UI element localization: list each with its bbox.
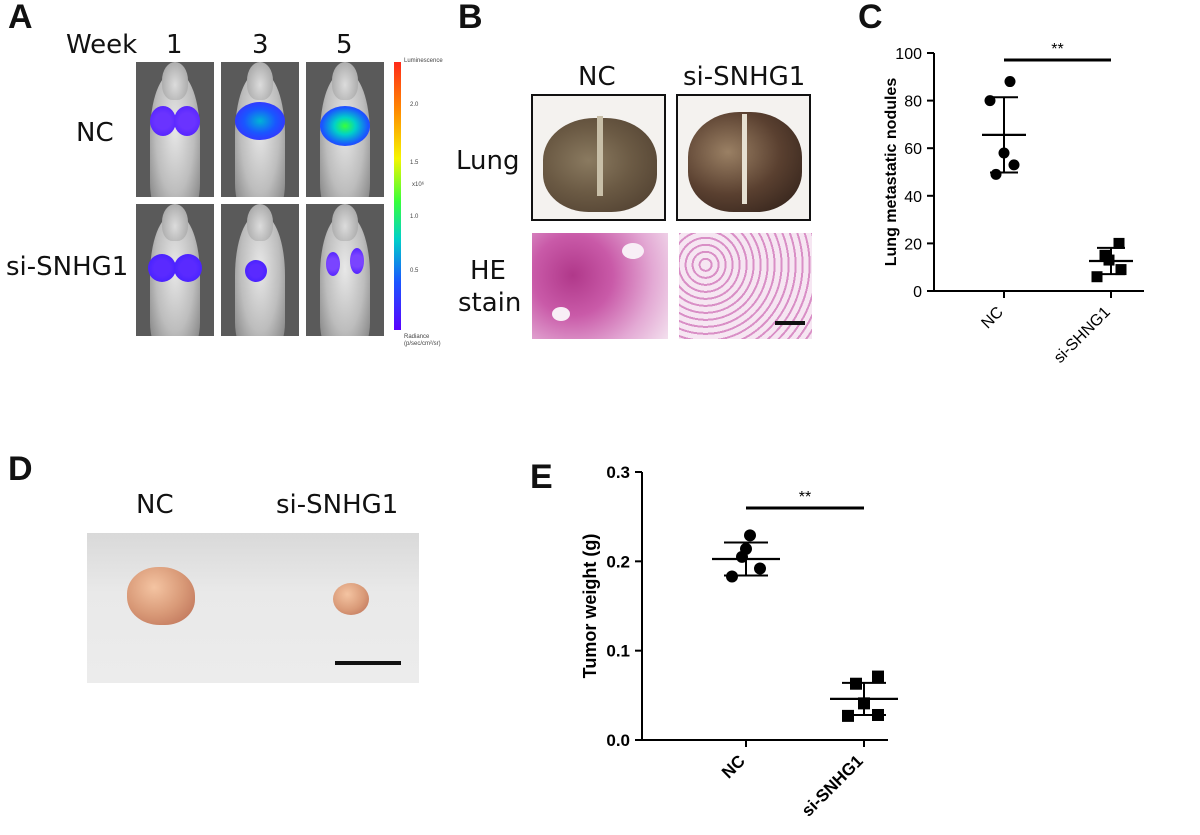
- panel-d-col-nc: NC: [136, 490, 174, 520]
- x-tick-label: NC: [718, 751, 749, 782]
- y-tick-label: 60: [904, 141, 922, 158]
- luminescence-color-scale: [394, 62, 401, 330]
- data-point-circle: [1004, 76, 1016, 88]
- panel-a-week-1: 1: [166, 30, 183, 60]
- tumor-nc: [127, 567, 195, 625]
- y-tick-label: 40: [904, 189, 922, 206]
- mouse-image-nc-week5: [306, 62, 384, 197]
- panel-d-col-sisnhg1: si-SNHG1: [276, 490, 399, 520]
- mouse-image-nc-week1: [136, 62, 214, 197]
- panel-c-letter: C: [858, 0, 883, 36]
- data-point-square: [1099, 249, 1111, 261]
- x-tick-label: si-SHNG1: [1051, 304, 1114, 367]
- panel-b-row-stain: stain: [458, 288, 522, 318]
- scale-unit: x10⁶: [412, 182, 425, 188]
- tumor-scale-bar: [335, 661, 401, 665]
- scale-tick-4: 0.5: [410, 268, 419, 274]
- data-point-circle: [754, 562, 766, 575]
- y-tick-label: 20: [904, 236, 922, 253]
- x-tick-label: NC: [978, 304, 1006, 332]
- y-tick-label: 0: [913, 284, 922, 301]
- chart-c: 0 20 40 60 80 100 NC si-SHNG1 Lung metastatic no…: [883, 41, 1144, 367]
- data-point-circle: [1008, 159, 1020, 171]
- scale-tick-2: 1.5: [410, 160, 419, 166]
- mouse-image-si-week5: [306, 204, 384, 336]
- panel-b-col-sisnhg1: si-SNHG1: [683, 62, 806, 92]
- data-point-square: [872, 670, 884, 683]
- data-point-square: [1091, 271, 1103, 283]
- mouse-image-nc-week3: [221, 62, 299, 197]
- mouse-image-si-week3: [221, 204, 299, 336]
- y-tick-label: 0.0: [606, 731, 630, 750]
- scale-bottom-label: Radiance (p/sec/cm²/sr): [404, 334, 441, 347]
- he-stain-si: [679, 233, 812, 339]
- scale-tick-1: 2.0: [410, 102, 419, 108]
- tumor-photo: [87, 533, 419, 683]
- y-axis-label: Tumor weight (g): [580, 534, 600, 679]
- panel-e-letter: E: [530, 458, 553, 496]
- y-tick-label: 0.3: [606, 463, 630, 482]
- y-tick-label: 0.1: [606, 642, 630, 661]
- scale-tick-3: 1.0: [410, 214, 419, 220]
- y-tick-label: 100: [895, 46, 922, 63]
- panel-a-week-3: 3: [252, 30, 269, 60]
- panel-b-row-lung: Lung: [456, 146, 520, 176]
- tumor-si: [333, 583, 369, 615]
- panel-b-row-he: HE: [470, 256, 506, 286]
- chart-e: 0.0 0.1 0.2 0.3 NC si-SNHG1 Tumor weight (g) **: [580, 463, 898, 820]
- y-tick-label: 0.2: [606, 552, 630, 571]
- panel-a-row-nc: NC: [76, 118, 114, 148]
- lung-photo-nc: [531, 94, 666, 221]
- mouse-image-si-week1: [136, 204, 214, 336]
- data-point-circle: [744, 529, 756, 542]
- data-point-square: [1115, 264, 1127, 276]
- scale-top-label: Luminescence: [404, 58, 443, 64]
- data-point-circle: [990, 168, 1002, 180]
- he-scale-bar: [775, 321, 805, 325]
- panel-a-week-label: Week: [66, 30, 138, 60]
- panel-a-week-5: 5: [336, 30, 353, 60]
- he-stain-nc: [532, 233, 668, 339]
- panel-b-letter: B: [458, 0, 483, 36]
- panel-a-row-sisnhg1: si-SNHG1: [6, 252, 129, 282]
- y-axis-label: Lung metastatic nodules: [883, 78, 900, 267]
- lung-photo-si: [676, 94, 811, 221]
- panel-b-col-nc: NC: [578, 62, 616, 92]
- panel-d-letter: D: [8, 450, 33, 488]
- y-tick-label: 80: [904, 94, 922, 111]
- significance-stars: **: [799, 489, 811, 506]
- x-tick-label: si-SNHG1: [798, 751, 867, 820]
- panel-a-letter: A: [8, 0, 33, 36]
- data-point-square: [1113, 237, 1125, 249]
- significance-stars: **: [1051, 41, 1063, 58]
